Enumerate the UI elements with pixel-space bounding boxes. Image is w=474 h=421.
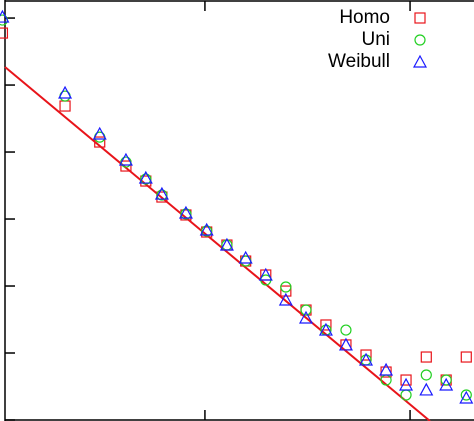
marker-triangle [178, 205, 193, 219]
marker-square [414, 12, 426, 24]
marker-circle [180, 208, 192, 220]
marker-triangle [298, 310, 314, 324]
marker-circle [156, 189, 168, 201]
marker-triangle [258, 267, 273, 281]
marker-square [320, 319, 332, 331]
marker-square [120, 160, 132, 172]
marker-triangle [439, 377, 454, 391]
legend-label: Uni [361, 29, 390, 50]
marker-circle [280, 281, 292, 293]
marker-square [94, 136, 106, 148]
marker-triangle [359, 352, 374, 366]
marker-triangle [399, 377, 414, 391]
marker-circle [0, 14, 9, 26]
marker-triangle [199, 222, 214, 236]
marker-triangle [219, 237, 234, 251]
legend-label: Homo [339, 7, 390, 28]
marker-circle [300, 304, 312, 316]
marker-circle [414, 34, 426, 46]
marker-triangle [58, 85, 73, 99]
marker-triangle [118, 152, 133, 166]
marker-triangle [138, 170, 153, 184]
marker-square [420, 351, 432, 363]
marker-square [460, 351, 472, 363]
marker-triangle [419, 382, 434, 396]
marker-circle [201, 225, 213, 237]
marker-circle [420, 369, 432, 381]
marker-square [280, 285, 292, 297]
marker-square [360, 349, 372, 361]
marker-triangle [412, 54, 428, 68]
marker-square [0, 27, 9, 39]
marker-square [59, 100, 71, 112]
marker-triangle [338, 337, 353, 351]
marker-circle [140, 173, 152, 185]
marker-circle [440, 374, 452, 386]
legend-label: Weibull [328, 51, 390, 72]
marker-triangle [0, 9, 10, 23]
marker-triangle [459, 390, 474, 404]
marker-triangle [379, 362, 394, 376]
fit-line [4, 66, 431, 421]
marker-circle [340, 324, 352, 336]
marker-triangle [92, 126, 107, 140]
marker-triangle [238, 250, 253, 264]
marker-triangle [278, 292, 293, 306]
marker-circle [460, 389, 472, 401]
marker-triangle [318, 322, 333, 336]
marker-square [400, 374, 412, 386]
marker-circle [400, 389, 412, 401]
marker-triangle [154, 186, 169, 200]
